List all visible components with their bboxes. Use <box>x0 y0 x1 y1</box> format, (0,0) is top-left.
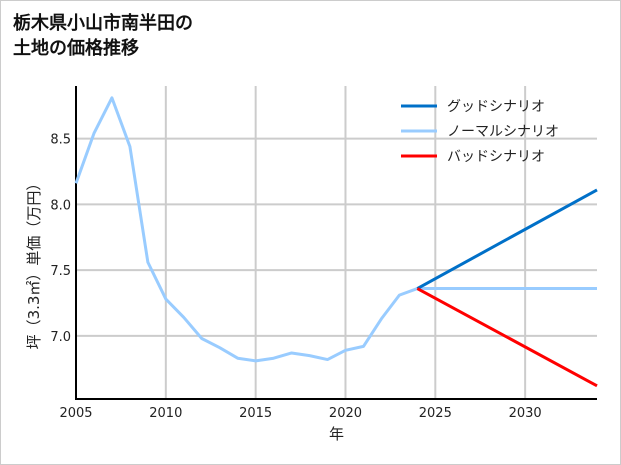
x-axis-label: 年 <box>329 425 344 443</box>
x-tick-label: 2015 <box>239 406 272 421</box>
x-tick-label: 2020 <box>329 406 362 421</box>
legend-label: ノーマルシナリオ <box>447 124 559 140</box>
y-tick-label: 7.5 <box>50 264 71 279</box>
y-tick-label: 8.5 <box>50 133 71 148</box>
x-tick-label: 2030 <box>509 406 542 421</box>
x-tick-label: 2010 <box>149 406 182 421</box>
y-tick-label: 7.0 <box>50 330 71 345</box>
legend-label: グッドシナリオ <box>447 99 545 115</box>
series-line-1 <box>74 96 597 363</box>
chart-title: 栃木県小山市南半田の 土地の価格推移 <box>13 13 193 59</box>
series-line-0 <box>416 188 598 290</box>
x-tick-label: 2005 <box>59 406 92 421</box>
series-line-2 <box>416 287 598 388</box>
y-tick-label: 8.0 <box>50 198 71 213</box>
x-tick-label: 2025 <box>419 406 452 421</box>
legend-label: バッドシナリオ <box>447 149 545 165</box>
y-axis-label: 坪（3.3㎡）単価（万円） <box>25 176 43 350</box>
